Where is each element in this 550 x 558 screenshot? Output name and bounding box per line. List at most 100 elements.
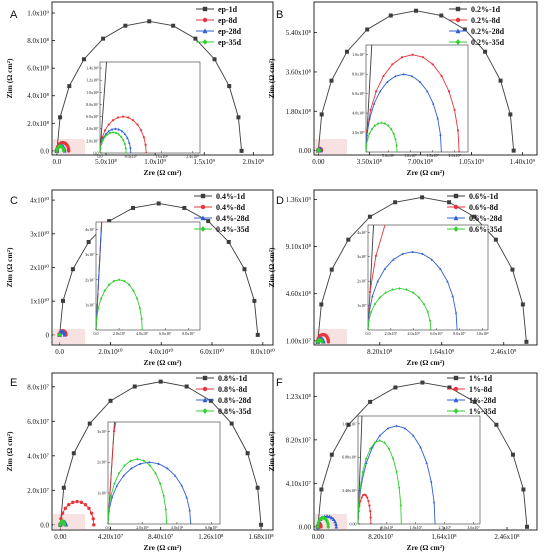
inset-series-35d-point <box>378 296 382 299</box>
inset-series-35d-point <box>368 132 371 136</box>
y-tick-label: 1.80x10⁸ <box>286 108 312 116</box>
inset-series-28d-point <box>454 311 458 314</box>
inset-series-35d-point <box>123 464 126 467</box>
x-tick-label: 2.0x10⁹ <box>243 158 265 166</box>
inset-series-28d-point <box>378 434 382 437</box>
series-8d-point <box>79 500 84 505</box>
legend-marker <box>202 397 208 403</box>
y-tick-label: 1.36x10⁹ <box>286 196 312 204</box>
legend: 0.2%-1d 0.2%-8d 0.2%-28d 0.2%-35d <box>449 5 505 47</box>
series-1d-point <box>439 13 444 18</box>
inset-series-35d-point <box>383 441 386 445</box>
x-tick-label: 1.0x10⁹ <box>144 158 166 166</box>
inset: 5.0x10⁶ 1.0x10⁷ 1.5x10⁷ 2.0x10⁷ 2.0x10⁶ 4.0x1… <box>352 44 469 158</box>
inset-y-tick-label: 0.0 <box>94 151 99 156</box>
series-28d-point <box>329 515 334 520</box>
inset-series-28d-point <box>110 128 114 131</box>
inset-series-28d-point <box>366 133 369 136</box>
legend-label: 0.6%-8d <box>469 203 499 212</box>
legend-label: ep-1d <box>218 5 238 14</box>
inset-series-35d-point <box>96 328 98 330</box>
series-1d-point <box>60 298 65 303</box>
series-1d-point <box>70 267 75 272</box>
inset-series-28d-point <box>107 129 110 133</box>
series-1d-point <box>182 205 187 210</box>
panel-label: C <box>10 195 18 207</box>
legend: ep-1d ep-8d ep-28d ep-35d <box>196 5 242 47</box>
inset-y-tick-label: 1.02x10⁷ <box>342 421 357 426</box>
series-1d-point <box>229 421 234 426</box>
inset-y-tick-label: 1x10⁷ <box>85 302 95 307</box>
panel-E: E0.00 4.20x10⁷ 8.40x10⁷ 1.26x10⁸ 1.68x10⁸0.0… <box>5 106 350 552</box>
inset-series-35d-point <box>100 146 102 150</box>
series-8d-point <box>326 340 331 344</box>
plot-frame <box>51 1 274 156</box>
inset-series-8d-point <box>458 150 461 152</box>
series-1d-point <box>329 78 334 83</box>
legend-marker <box>453 386 459 392</box>
inset-series-35d-point <box>113 482 116 485</box>
y-tick-label: 4.0x10⁸ <box>27 92 49 100</box>
series-8d-point <box>66 149 71 153</box>
legend-label: ep-35d <box>218 38 242 47</box>
y-tick-label: 6.0x10⁷ <box>27 418 49 426</box>
series-1d-point <box>147 19 152 24</box>
series-1d-point <box>255 485 260 490</box>
x-tick-label: 3.50x10⁸ <box>357 158 383 166</box>
inset-series-group <box>96 222 144 330</box>
inset-x-tick-label: 1.5x10⁷ <box>426 153 439 158</box>
inset-series-35d-point <box>383 122 387 125</box>
legend-marker <box>200 215 206 221</box>
inset-series-35d-point <box>405 288 408 291</box>
inset-x-tick-label: 0.0 <box>106 525 111 530</box>
inset-x-tick-label: 8.0x10⁷ <box>125 154 138 159</box>
series-1d-point <box>259 522 264 527</box>
inset-series-28d-point <box>410 74 414 78</box>
x-tick-label: 2.46x10⁹ <box>491 348 517 356</box>
inset-series-8d-point <box>421 56 425 59</box>
series-1d-point <box>498 78 503 83</box>
inset-series-8d-point <box>482 175 484 177</box>
inset-series-35d-point <box>122 138 125 142</box>
inset-series-group <box>358 416 436 524</box>
inset-series-8d-point <box>453 108 456 111</box>
inset-series-35d-point <box>124 151 128 153</box>
inset-y-tick-label: 8.0x10⁶ <box>352 72 365 77</box>
inset-series-35d-point <box>132 289 135 293</box>
inset-series-28d-point <box>117 128 121 131</box>
inset-x-tick-label: 0.0 <box>94 331 99 336</box>
x-tick-label: 8.40x10⁷ <box>148 533 174 541</box>
inset-series-28d-point <box>190 522 192 524</box>
series-1d-point <box>245 451 250 456</box>
legend-label: 1%-28d <box>469 396 497 405</box>
y-tick-label: 0.0 <box>40 147 49 155</box>
y-tick-label: 8.0x10⁷ <box>27 383 49 391</box>
legend-marker <box>453 193 459 199</box>
inset-series-8d-point <box>348 106 350 108</box>
inset-series-28d-point <box>394 74 397 78</box>
series-1d-point <box>524 339 529 344</box>
inset-x-tick-label: 8.0x10⁷ <box>182 331 195 336</box>
inset-series-35d-point <box>109 494 113 498</box>
inset-series-8d-point <box>411 53 414 56</box>
inset-series-8d-point <box>369 522 372 524</box>
series-28d-point <box>334 522 338 526</box>
x-tick-label: 8.20x10⁸ <box>367 348 393 356</box>
inset-series-28d-point <box>451 294 454 298</box>
series-1d-point <box>123 23 128 28</box>
series-1d-point <box>368 399 373 404</box>
inset-y-tick-label: 8.0x10⁷ <box>86 102 99 107</box>
inset-series-35d-point <box>129 459 132 463</box>
inset-series-28d-point <box>123 132 127 136</box>
inset-series-35d-point <box>165 522 168 524</box>
series-8d-point <box>89 511 94 515</box>
series-group <box>315 380 530 530</box>
legend-marker <box>455 17 461 23</box>
inset-x-tick-label: 4.0x10⁶ <box>171 525 184 530</box>
legend-label: 0.6%-35d <box>469 225 503 234</box>
inset-series-8d-point <box>121 115 125 118</box>
inset-series-28d-point <box>368 311 371 314</box>
series-1d-point <box>71 451 76 456</box>
inset-series-35d-point <box>358 522 360 524</box>
series-1d-point <box>329 267 334 272</box>
